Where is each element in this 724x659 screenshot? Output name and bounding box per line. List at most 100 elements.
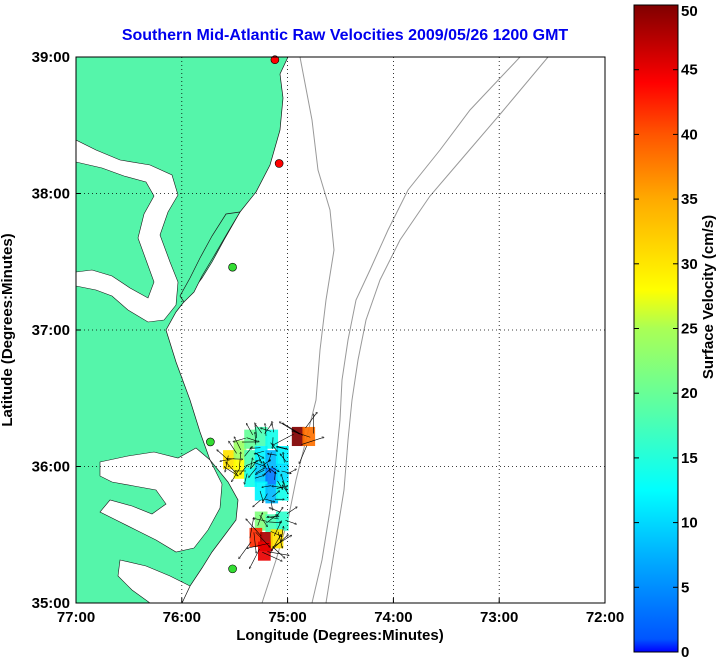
current-vector	[281, 474, 285, 485]
colorbar-tick-label: 35	[681, 191, 698, 208]
current-vector	[261, 428, 272, 432]
current-vector	[272, 486, 283, 488]
velocity-cell	[257, 541, 271, 561]
current-vector	[244, 473, 248, 485]
current-vector	[299, 445, 308, 464]
current-vector	[262, 485, 272, 488]
current-vector	[250, 461, 257, 470]
bathymetry-contour-slope	[311, 57, 521, 603]
current-vector	[266, 515, 277, 524]
colorbar-gradient	[633, 4, 679, 653]
x-axis-label: Longitude (Degrees:Minutes)	[236, 627, 444, 644]
current-vector	[250, 548, 260, 568]
current-vector	[232, 467, 241, 481]
current-vector	[256, 469, 265, 474]
current-vector	[254, 475, 264, 479]
current-vector	[285, 519, 296, 524]
current-vector	[240, 464, 248, 475]
radar-station-marker	[228, 262, 237, 272]
radar-stations	[206, 55, 284, 574]
current-vector	[254, 452, 264, 458]
current-vector	[250, 458, 252, 469]
current-vector	[268, 454, 277, 456]
current-vector	[305, 412, 318, 429]
velocity-cell	[254, 511, 268, 531]
current-vector	[287, 507, 297, 514]
grid-lines	[76, 57, 605, 603]
colorbar-tick-label: 25	[681, 321, 698, 338]
current-vector	[277, 447, 287, 450]
x-tick-label: 72:00	[586, 609, 624, 626]
current-vector	[269, 468, 276, 473]
x-tick-label: 76:00	[163, 609, 201, 626]
current-vector	[217, 450, 230, 462]
current-vector	[267, 551, 288, 556]
current-vector	[253, 499, 261, 507]
current-vector	[249, 467, 257, 477]
current-vector	[276, 446, 287, 448]
current-vector	[264, 469, 271, 475]
current-vector	[256, 468, 264, 474]
current-vector	[239, 452, 240, 469]
colorbar-tick-label: 30	[681, 256, 698, 273]
y-tick-label: 37:00	[32, 322, 70, 339]
x-tick-label: 73:00	[480, 609, 518, 626]
current-vector	[259, 490, 263, 501]
current-vector	[264, 498, 275, 502]
current-vector	[255, 423, 262, 434]
radar-station-marker	[270, 55, 280, 65]
current-vector	[283, 453, 285, 463]
current-vector	[280, 454, 287, 463]
axes: 77:00 76:00 75:00 74:00 73:00 72:00 35:00 36:00…	[32, 49, 625, 626]
radar-station-marker	[274, 159, 284, 168]
current-vector	[277, 531, 282, 548]
current-vector	[234, 437, 242, 451]
current-vector	[272, 546, 285, 558]
current-vector	[272, 491, 279, 497]
colorbar-ticks: 0 5 10 15 20 25 30 35 40 45 50	[634, 3, 698, 659]
current-vector	[233, 437, 246, 442]
current-vector	[273, 521, 281, 537]
current-vector	[267, 463, 270, 473]
velocity-cell	[265, 514, 279, 534]
current-vector	[271, 466, 279, 472]
radar-station-marker	[206, 437, 215, 447]
colorbar-tick-label: 50	[681, 3, 698, 20]
current-vector	[263, 462, 267, 470]
current-vector	[268, 522, 281, 523]
colorbar-tick-label: 10	[681, 515, 698, 532]
x-tick-label: 74:00	[374, 609, 412, 626]
velocity-cell	[254, 481, 268, 501]
current-vector	[257, 513, 263, 526]
current-vector	[301, 437, 323, 445]
current-vector	[249, 518, 254, 539]
current-vector	[270, 501, 273, 510]
y-tick-label: 39:00	[32, 49, 70, 66]
current-vector	[282, 480, 286, 490]
eastern-shore	[179, 211, 241, 303]
plot-area	[75, 55, 606, 604]
current-vector	[277, 480, 282, 489]
colorbar-tick-label: 5	[681, 579, 689, 596]
current-vector	[254, 518, 268, 522]
chesapeake-bay	[76, 139, 179, 323]
current-vector	[282, 485, 289, 495]
current-vector	[262, 460, 271, 466]
current-vector	[272, 437, 273, 448]
current-vector	[247, 424, 254, 436]
current-vector	[223, 466, 238, 476]
current-vector	[262, 493, 268, 503]
pamlico-sound	[99, 447, 223, 553]
current-vector	[247, 542, 270, 548]
current-vector	[250, 448, 261, 449]
radar-station-marker	[228, 564, 237, 574]
current-vector	[292, 431, 311, 438]
current-vector	[253, 462, 266, 466]
current-vector	[272, 421, 274, 433]
current-vector	[269, 508, 281, 513]
current-vector	[273, 433, 294, 445]
current-vector	[262, 551, 282, 561]
y-axis-label: Latitude (Degrees:Minutes)	[0, 233, 16, 426]
x-tick-label: 77:00	[57, 609, 95, 626]
